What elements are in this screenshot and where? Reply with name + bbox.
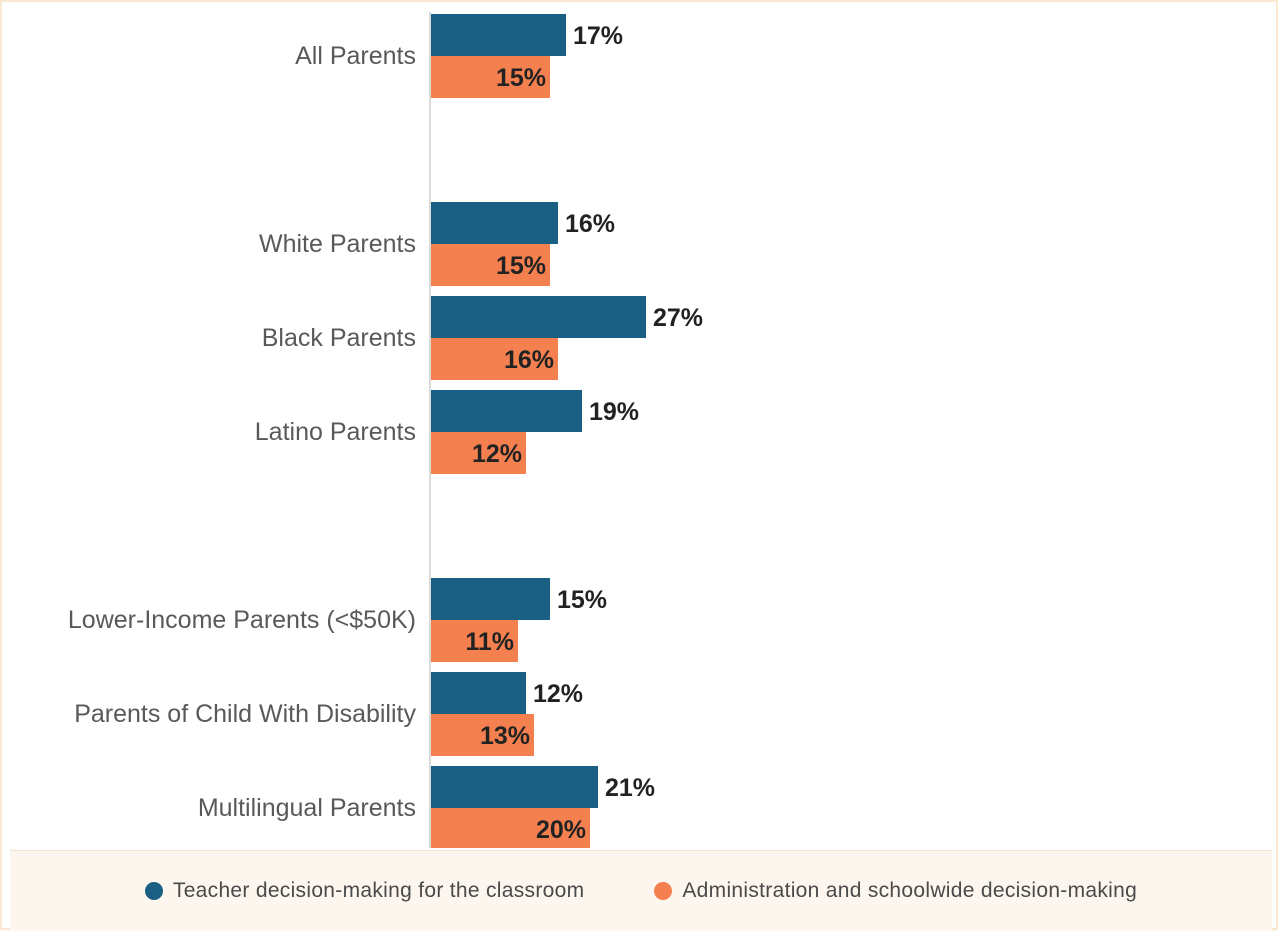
value-label-administration-all-parents: 15% [496,64,546,92]
bar-administration-parents-of-child-with-disability [430,714,534,756]
value-label-administration-white-parents: 15% [496,252,546,280]
bar-teacher-black-parents [430,296,646,338]
value-label-administration-multilingual-parents: 20% [536,816,586,844]
bar-administration-all-parents [430,56,550,98]
value-label-teacher-all-parents: 17% [573,22,623,50]
bar-teacher-latino-parents [430,390,582,432]
bar-teacher-white-parents [430,202,558,244]
bar-administration-multilingual-parents [430,808,590,848]
bar-chart: All Parents 17% 15% White Parents 16% 15% Blac… [68,12,703,848]
category-label-latino-parents: Latino Parents [255,418,416,446]
value-label-teacher-lower-income-parents-50k: 15% [557,586,607,614]
bars-layer [430,14,646,848]
category-label-all-parents: All Parents [295,42,416,70]
legend-item-teacher: Teacher decision-making for the classroo… [144,879,585,903]
legend-label-administration: Administration and schoolwide decision-m… [682,879,1138,902]
bar-teacher-lower-income-parents-50k [430,578,550,620]
legend-swatch-administration [654,882,673,900]
value-label-teacher-white-parents: 16% [565,210,615,238]
value-label-administration-lower-income-parents-50k: 11% [465,628,514,656]
bar-administration-lower-income-parents-50k [430,620,518,662]
value-label-administration-black-parents: 16% [504,346,554,374]
labels-layer: All Parents 17% 15% White Parents 16% 15% Blac… [68,22,703,844]
category-label-multilingual-parents: Multilingual Parents [198,794,416,822]
value-label-teacher-parents-of-child-with-disability: 12% [533,680,583,708]
value-label-administration-latino-parents: 12% [472,440,522,468]
value-label-teacher-multilingual-parents: 21% [605,774,655,802]
bar-administration-latino-parents [430,432,526,474]
bar-teacher-all-parents [430,14,566,56]
bar-administration-white-parents [430,244,550,286]
category-label-lower-income-parents-50k: Lower-Income Parents (<$50K) [68,606,416,634]
value-label-teacher-latino-parents: 19% [589,398,639,426]
legend-swatch-teacher [144,882,163,900]
category-label-black-parents: Black Parents [262,324,416,352]
value-label-teacher-black-parents: 27% [653,304,703,332]
legend-item-administration: Administration and schoolwide decision-m… [654,879,1137,903]
value-label-administration-parents-of-child-with-disability: 13% [480,722,530,750]
category-label-white-parents: White Parents [259,230,416,258]
bar-teacher-multilingual-parents [430,766,598,808]
legend: Teacher decision-making for the classroo… [10,850,1272,931]
category-label-parents-of-child-with-disability: Parents of Child With Disability [74,700,416,728]
bar-administration-black-parents [430,338,558,380]
legend-label-teacher: Teacher decision-making for the classroo… [172,879,585,902]
bar-teacher-parents-of-child-with-disability [430,672,526,714]
